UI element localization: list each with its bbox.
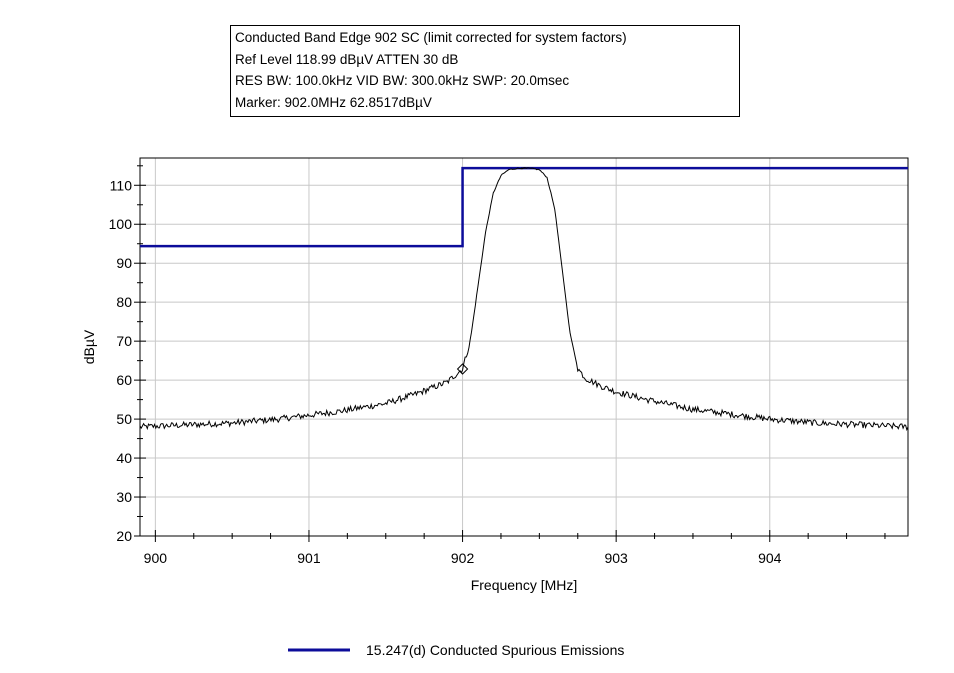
x-tick-label: 904 — [758, 550, 782, 566]
y-tick-label: 90 — [116, 255, 132, 271]
y-axis-label: dBµV — [81, 329, 97, 364]
y-tick-label: 110 — [110, 177, 133, 193]
y-tick-label: 30 — [116, 489, 132, 505]
x-tick-label: 901 — [297, 550, 321, 566]
info-bandwidth: RES BW: 100.0kHz VID BW: 300.0kHz SWP: 2… — [235, 73, 570, 88]
marker-point — [456, 363, 469, 375]
x-axis-label: Frequency [MHz] — [471, 577, 578, 593]
info-marker: Marker: 902.0MHz 62.8517dBµV — [235, 94, 432, 110]
y-tick-label: 80 — [116, 294, 132, 310]
measured-trace — [139, 167, 909, 432]
y-tick-label: 60 — [116, 372, 132, 388]
y-tick-label: 50 — [116, 411, 132, 427]
x-tick-label: 902 — [451, 550, 475, 566]
limit-line — [140, 166, 908, 248]
x-tick-label: 903 — [604, 550, 628, 566]
grid-lines — [140, 158, 908, 537]
legend-label: 15.247(d) Conducted Spurious Emissions — [366, 642, 624, 658]
y-tick-label: 40 — [116, 450, 132, 466]
info-ref-level: Ref Level 118.99 dBµV ATTEN 30 dB — [235, 51, 459, 67]
y-tick-label: 100 — [109, 216, 133, 232]
y-tick-label: 70 — [116, 333, 132, 349]
plot-area-border — [139, 157, 909, 537]
info-title: Conducted Band Edge 902 SC (limit correc… — [235, 30, 627, 45]
y-axis-ticks: 20 30 40 50 60 70 80 90 100 110 — [109, 165, 146, 544]
chart-info-box: Conducted Band Edge 902 SC (limit correc… — [230, 25, 740, 117]
x-axis-ticks: 900 901 902 903 904 — [144, 530, 886, 566]
y-tick-label: 20 — [116, 528, 132, 544]
series-layer — [139, 166, 909, 432]
x-tick-label: 900 — [144, 550, 168, 566]
